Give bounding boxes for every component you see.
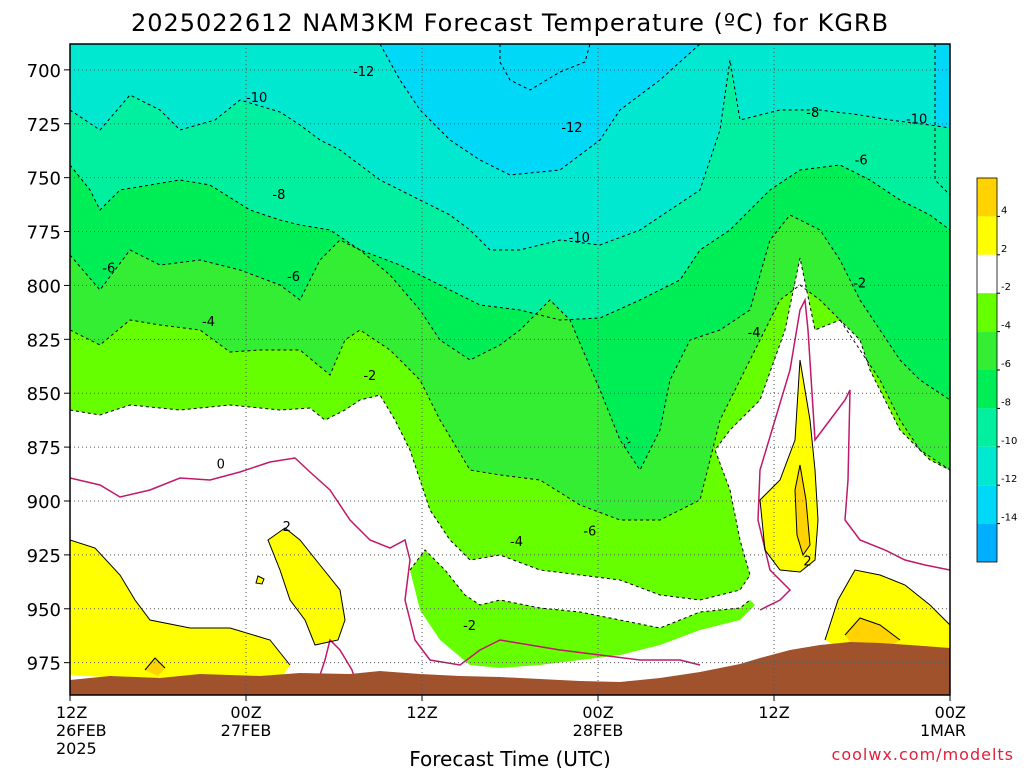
contour-labels: -12 -10 -12 -8 -10 -6 -8 -10 -6 -6 -2 -4 -4 -2 0 -6 2 -4 2… [102, 65, 927, 634]
negative-contours [70, 44, 950, 629]
contour-label: -6 [855, 154, 868, 169]
contour-label: -6 [102, 261, 115, 276]
colorbar-swatch [977, 293, 997, 332]
x-tick-label: 00Z [230, 703, 261, 722]
colorbar-label: 4 [1001, 205, 1007, 216]
colorbar-label: -12 [1001, 474, 1017, 485]
terrain [70, 642, 950, 695]
y-tick-label: 850 [27, 384, 61, 405]
contour-label: -10 [569, 231, 590, 246]
y-tick-label: 875 [27, 438, 61, 459]
contour-label: -8 [272, 188, 285, 203]
y-tick-label: 975 [27, 654, 61, 675]
x-axis-title: Forecast Time (UTC) [409, 747, 611, 768]
contour-label: -2 [463, 619, 476, 634]
plot-area [70, 44, 950, 695]
band-minus-4-lower [410, 550, 755, 668]
x-tick-label: 12Z [56, 703, 87, 722]
x-tick-date-label: 28FEB [573, 721, 624, 740]
contour-label: -2 [363, 369, 376, 384]
colorbar-label: -8 [1001, 397, 1011, 408]
chart-title: 2025022612 NAM3KM Forecast Temperature (… [131, 9, 889, 37]
colorbar-label: -14 [1001, 513, 1017, 524]
x-tick-label: 00Z [935, 703, 966, 722]
y-tick-label: 925 [27, 546, 61, 567]
x-tick-label: 00Z [582, 703, 613, 722]
y-tick-label: 750 [27, 169, 61, 190]
colorbar-swatch [977, 370, 997, 409]
x-tick-date-label: 1MAR [920, 721, 966, 740]
colorbar-label: -4 [1001, 321, 1011, 332]
grid-lines [70, 44, 950, 695]
colorbar-swatch [977, 523, 997, 562]
contour-label: -4 [748, 326, 761, 341]
colorbar-swatch [977, 216, 997, 255]
x-tick-label: 12Z [406, 703, 437, 722]
colorbar-swatch [977, 446, 997, 486]
contour-label: -12 [561, 121, 582, 136]
contour-label: -4 [510, 535, 523, 550]
y-axis: 700 725 750 775 800 825 850 875 900 925 950 975 [27, 61, 70, 675]
positive-contours [70, 359, 950, 671]
colorbar: 4 2 -2 -4 -6 -8 -10 -12 -14 [976, 177, 1017, 563]
contour-label: 0 [217, 458, 225, 473]
colorbar-label: 2 [1001, 244, 1007, 255]
credit-label[interactable]: coolwx.com/modelts [832, 745, 1014, 764]
y-tick-label: 900 [27, 492, 61, 513]
y-tick-label: 775 [27, 223, 61, 244]
colorbar-label: -2 [1001, 282, 1011, 293]
y-tick-label: 700 [27, 61, 61, 82]
contour-label: -2 [853, 276, 866, 291]
colorbar-swatch [977, 485, 997, 524]
colorbar-swatch [977, 178, 997, 217]
contour-label: -6 [287, 270, 300, 285]
colorbar-swatch [977, 254, 997, 294]
colorbar-swatch [977, 331, 997, 370]
contour-label: -12 [353, 65, 374, 80]
contour-label: 2 [283, 520, 291, 535]
plot-frame [69, 43, 951, 696]
y-tick-label: 800 [27, 276, 61, 297]
y-tick-label: 950 [27, 600, 61, 621]
x-tick-date-label: 27FEB [221, 721, 272, 740]
colorbar-label: -6 [1001, 359, 1011, 370]
x-tick-year-label: 2025 [56, 739, 97, 758]
y-tick-label: 725 [27, 115, 61, 136]
x-tick-label: 12Z [758, 703, 789, 722]
colorbar-label: -10 [1001, 436, 1017, 447]
colorbar-swatch [977, 408, 997, 447]
contour-label: -8 [806, 106, 819, 121]
contour-label: 2 [803, 555, 811, 570]
band-minus-14-core [380, 44, 950, 195]
x-tick-date-label: 26FEB [56, 721, 107, 740]
contour-label: -4 [202, 315, 215, 330]
contour-label: -10 [246, 91, 267, 106]
contour-label: -10 [906, 113, 927, 128]
contour-label: -6 [583, 524, 596, 539]
y-tick-label: 825 [27, 330, 61, 351]
